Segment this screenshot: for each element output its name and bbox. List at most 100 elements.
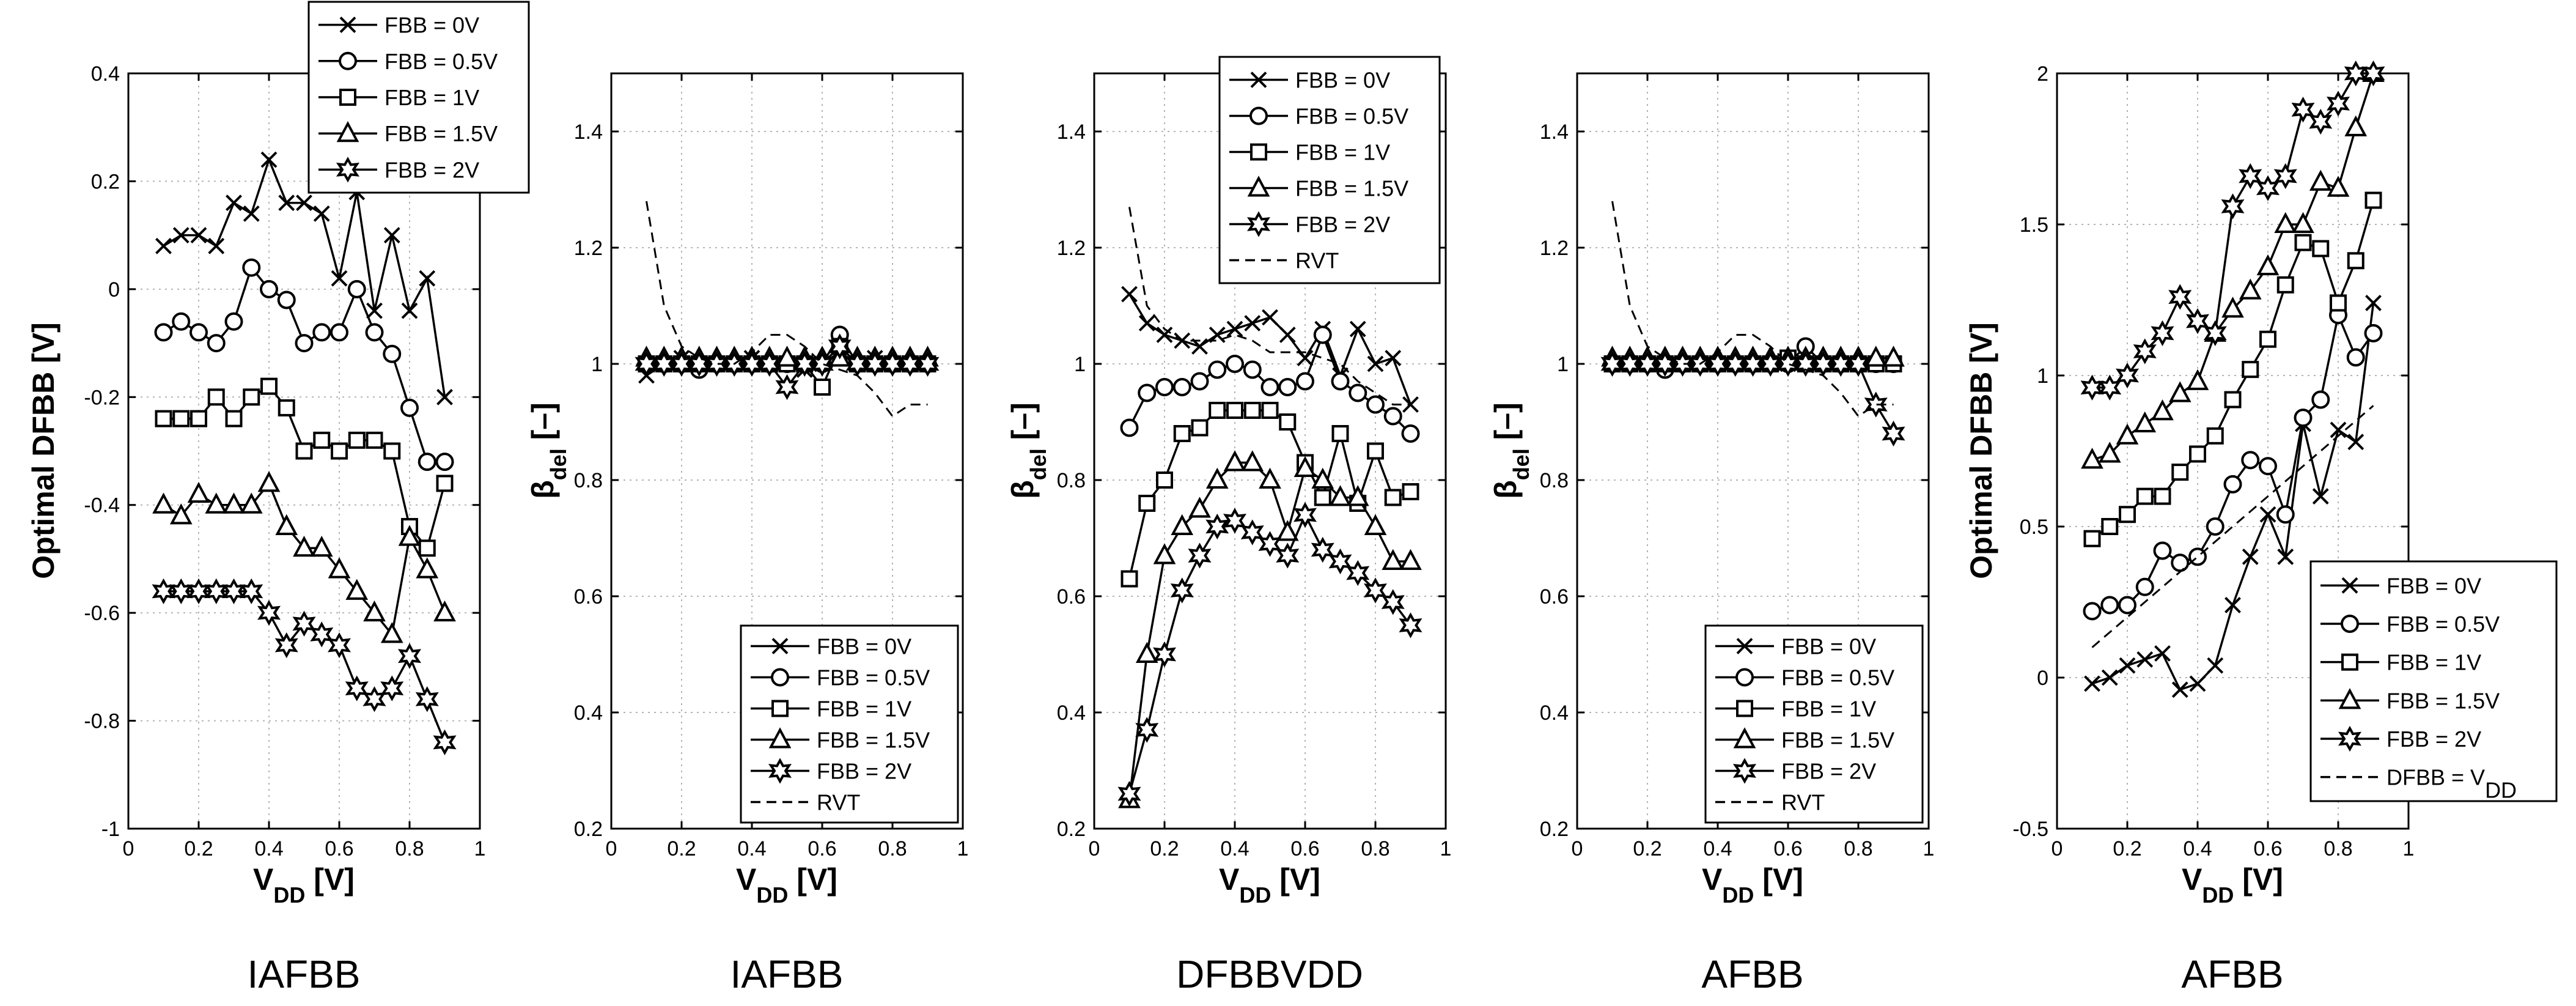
data-point [224,312,243,331]
data-point [260,279,278,298]
ticks: 0 0.2 0.4 0.6 0.8 1-0.500.511.52 [2012,62,2414,860]
series-0 [1121,286,1419,413]
y-tick-label: 0.6 [1057,585,1086,608]
x-tick-label: 0.6 [808,837,836,860]
legend-item: FBB = 0V [1229,68,1390,93]
data-point [348,431,366,449]
series-3 [2081,62,2384,469]
legend-label: RVT [1295,248,1339,273]
data-point [207,388,225,406]
panel-1: 0 0.2 0.4 0.6 0.8 1-1-0.8-0.6-0.4-0.200.20.4 … [26,1,530,996]
series-4 [1602,352,1904,445]
legend-item: FBB = 1.5V [318,121,498,146]
y-tick-label: 1.4 [574,120,603,144]
legend-marker [771,668,789,687]
data-point [383,344,402,363]
legend-label: FBB = 1V [1781,697,1876,722]
data-point [365,323,384,342]
series-5 [646,201,928,418]
x-tick-label: 0.2 [2113,837,2141,860]
panel-5: 0 0.2 0.4 0.6 0.8 1-0.500.511.52 Optimal DFBB… [1964,62,2558,996]
legend-label: FBB = 0V [385,13,479,38]
x-tick-label: 1 [957,837,969,860]
data-point [2171,553,2190,572]
data-point [1261,402,1279,419]
series-line [1611,201,1894,418]
series-5 [1128,207,1411,405]
y-tick-label: 1 [591,353,603,376]
y-tick-label: 1.4 [1057,120,1086,144]
data-point [1383,407,1402,426]
y-tick-label: 0.4 [1057,701,1086,725]
legend-item: FBB = 1.5V [2320,688,2500,713]
legend-marker [1736,700,1753,717]
y-tick-label: 0.4 [91,62,120,86]
data-point [260,377,278,395]
series-5 [1611,201,1894,418]
y-axis-label: Optimal DFBB [V] [26,322,61,579]
legend-label: FBB = 1.5V [385,121,498,146]
data-point [312,323,331,342]
panel-caption: IAFBB [730,952,844,996]
legend-item: FBB = 0V [2320,573,2481,598]
x-tick-label: 0.2 [667,837,696,860]
y-tick-label: 1.2 [574,237,603,260]
data-point [2101,518,2119,535]
data-point [1402,483,1419,500]
data-point [366,431,383,449]
y-tick-label: 0.4 [1540,701,1569,725]
data-point [330,323,348,342]
x-tick-label: 1 [1923,837,1935,860]
data-point [225,410,243,427]
y-tick-label: -1 [101,818,120,841]
legend-label: FBB = 2V [817,759,911,784]
legend: FBB = 0V FBB = 0.5V FBB = 1V FBB = 1.5V FBB … [1704,624,1924,824]
legend-marker [339,51,357,70]
legend-label: FBB = 0.5V [1295,104,1408,129]
x-tick-label: 0.8 [2324,837,2352,860]
data-point [1138,383,1157,402]
x-tick-label: 0.8 [878,837,907,860]
data-point [1156,472,1173,489]
series-0 [155,151,454,406]
y-axis-label: βdel [–] [1489,402,1534,499]
x-tick-label: 0.6 [1773,837,1802,860]
legend-item: FBB = 1V [2320,650,2481,675]
legend-box [1704,624,1924,824]
legend-item: FBB = 0V [751,634,911,659]
legend-item: RVT [751,790,860,815]
data-point [1208,360,1227,379]
x-tick-label: 1 [474,837,486,860]
legend-label: FBB = 2V [1781,759,1876,784]
data-point [1401,424,1420,443]
y-tick-label: -0.4 [84,494,120,517]
legend: FBB = 0V FBB = 0.5V FBB = 1V FBB = 1.5V FBB … [740,624,959,824]
legend-label: FBB = 0.5V [385,49,498,74]
x-tick-label: 0.2 [1633,837,1662,860]
data-point [2154,487,2171,505]
data-point [172,312,191,331]
data-point [2206,517,2225,536]
data-point [1243,360,1262,379]
series-layer [1119,207,1421,808]
series-1 [1120,325,1420,443]
data-point [2364,191,2382,209]
legend: FBB = 0V FBB = 0.5V FBB = 1V FBB = 1.5V FBB … [307,1,530,194]
legend-label: FBB = 1V [817,697,911,722]
data-point [172,410,190,427]
series-5 [2091,405,2374,648]
x-tick-label: 0.8 [395,837,424,860]
series-2 [2083,191,2382,547]
data-point [2083,602,2102,621]
data-point [1260,378,1279,396]
y-tick-label: 1.2 [1057,237,1086,260]
data-point [418,539,436,557]
data-point [2189,445,2206,463]
x-axis-label: VDD [V] [736,862,837,908]
y-tick-label: 0.8 [1057,469,1086,492]
x-tick-label: 0.4 [737,837,766,860]
legend-item: FBB = 0.5V [2320,612,2500,637]
series-4 [153,579,455,754]
data-point [242,258,261,277]
